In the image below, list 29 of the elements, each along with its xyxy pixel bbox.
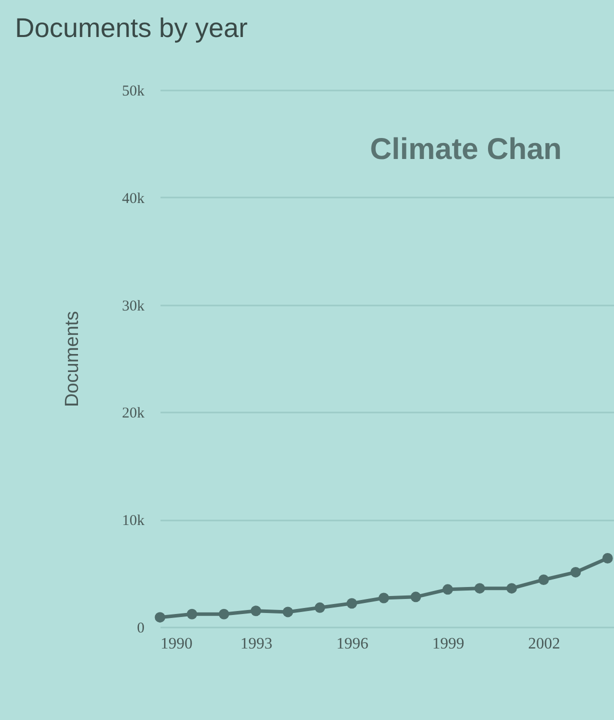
y-axis-title: Documents (62, 310, 83, 408)
chart-title: Documents by year (15, 13, 248, 43)
point (378, 592, 390, 604)
point (186, 608, 198, 620)
y-tick-label: 30k (122, 298, 145, 314)
x-tick-label: 1996 (336, 636, 368, 652)
point (218, 608, 230, 620)
point (602, 553, 613, 564)
y-tick-label: 20k (122, 406, 145, 422)
y-tick-label: 0 (137, 620, 144, 636)
y-tick-label: 10k (122, 513, 145, 530)
x-tick-label: 1993 (240, 636, 272, 652)
annotation: Climate Chan (370, 133, 562, 166)
y-tick-label: 50k (122, 84, 145, 100)
x-tick-label: 1999 (432, 636, 464, 652)
point (314, 602, 326, 613)
point (506, 583, 517, 594)
point (570, 566, 581, 578)
point (250, 606, 262, 616)
point (442, 584, 453, 595)
point (474, 583, 485, 594)
point (154, 612, 166, 623)
x-tick-label: 1990 (160, 636, 192, 652)
point (538, 574, 549, 585)
point (282, 606, 294, 618)
y-tick-label: 40k (122, 190, 145, 207)
x-tick-label: 2002 (528, 636, 560, 652)
point (346, 598, 358, 609)
point (410, 592, 422, 602)
